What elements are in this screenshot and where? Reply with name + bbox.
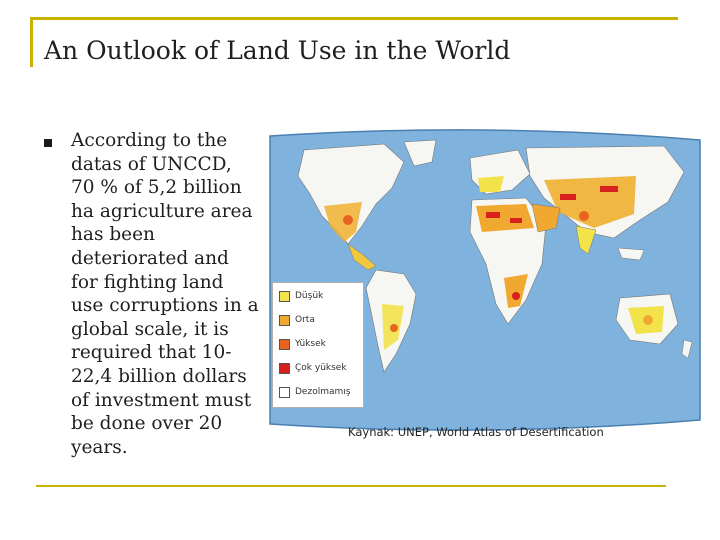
slide-title: An Outlook of Land Use in the World — [44, 36, 511, 65]
body-line: for fighting land — [71, 271, 224, 293]
legend-item: Yüksek — [279, 337, 326, 351]
legend-swatch — [279, 338, 290, 350]
frame-left-rule — [30, 17, 33, 67]
body-line: required that 10- — [71, 342, 232, 364]
frame-top-rule — [30, 17, 678, 20]
legend-swatch — [279, 314, 290, 326]
world-map-graphic — [269, 129, 701, 431]
legend-label: Orta — [295, 315, 315, 325]
body-line: has been — [71, 224, 155, 246]
body-line: According to the — [71, 130, 228, 151]
legend-swatch — [279, 386, 290, 398]
body-line: 70 % of 5,2 billion — [71, 177, 242, 199]
body-line: global scale, it is — [71, 318, 229, 340]
desertification-world-map — [264, 128, 704, 443]
body-line: datas of UNCCD, — [71, 153, 232, 175]
legend-label: Düşük — [295, 291, 324, 301]
body-line: deteriorated and — [71, 247, 229, 269]
body-line: of investment must — [71, 389, 252, 411]
map-source-caption: Kaynak: UNEP, World Atlas of Desertifica… — [348, 425, 604, 439]
legend-item: Orta — [279, 313, 315, 327]
legend-item: Dezolmamış — [279, 385, 350, 399]
legend-item: Düşük — [279, 289, 323, 303]
bullet-text: According to the datas of UNCCD, 70 % of… — [71, 129, 267, 459]
legend-label: Yüksek — [295, 339, 326, 349]
body-line: use corruptions in a — [71, 295, 259, 317]
body-line: years. — [71, 436, 128, 458]
legend-label: Çok yüksek — [295, 363, 347, 373]
map-legend: Düşük Orta Yüksek Çok yüksek Dezolmamış — [272, 282, 364, 408]
body-line: be done over 20 — [71, 413, 223, 435]
body-line: ha agriculture area — [71, 200, 253, 222]
legend-item: Çok yüksek — [279, 361, 347, 375]
legend-label: Dezolmamış — [295, 387, 351, 397]
frame-bottom-rule — [36, 485, 666, 487]
legend-swatch — [279, 362, 290, 374]
bullet-square-icon — [44, 139, 52, 147]
body-line: 22,4 billion dollars — [71, 365, 247, 387]
legend-swatch — [279, 290, 290, 302]
